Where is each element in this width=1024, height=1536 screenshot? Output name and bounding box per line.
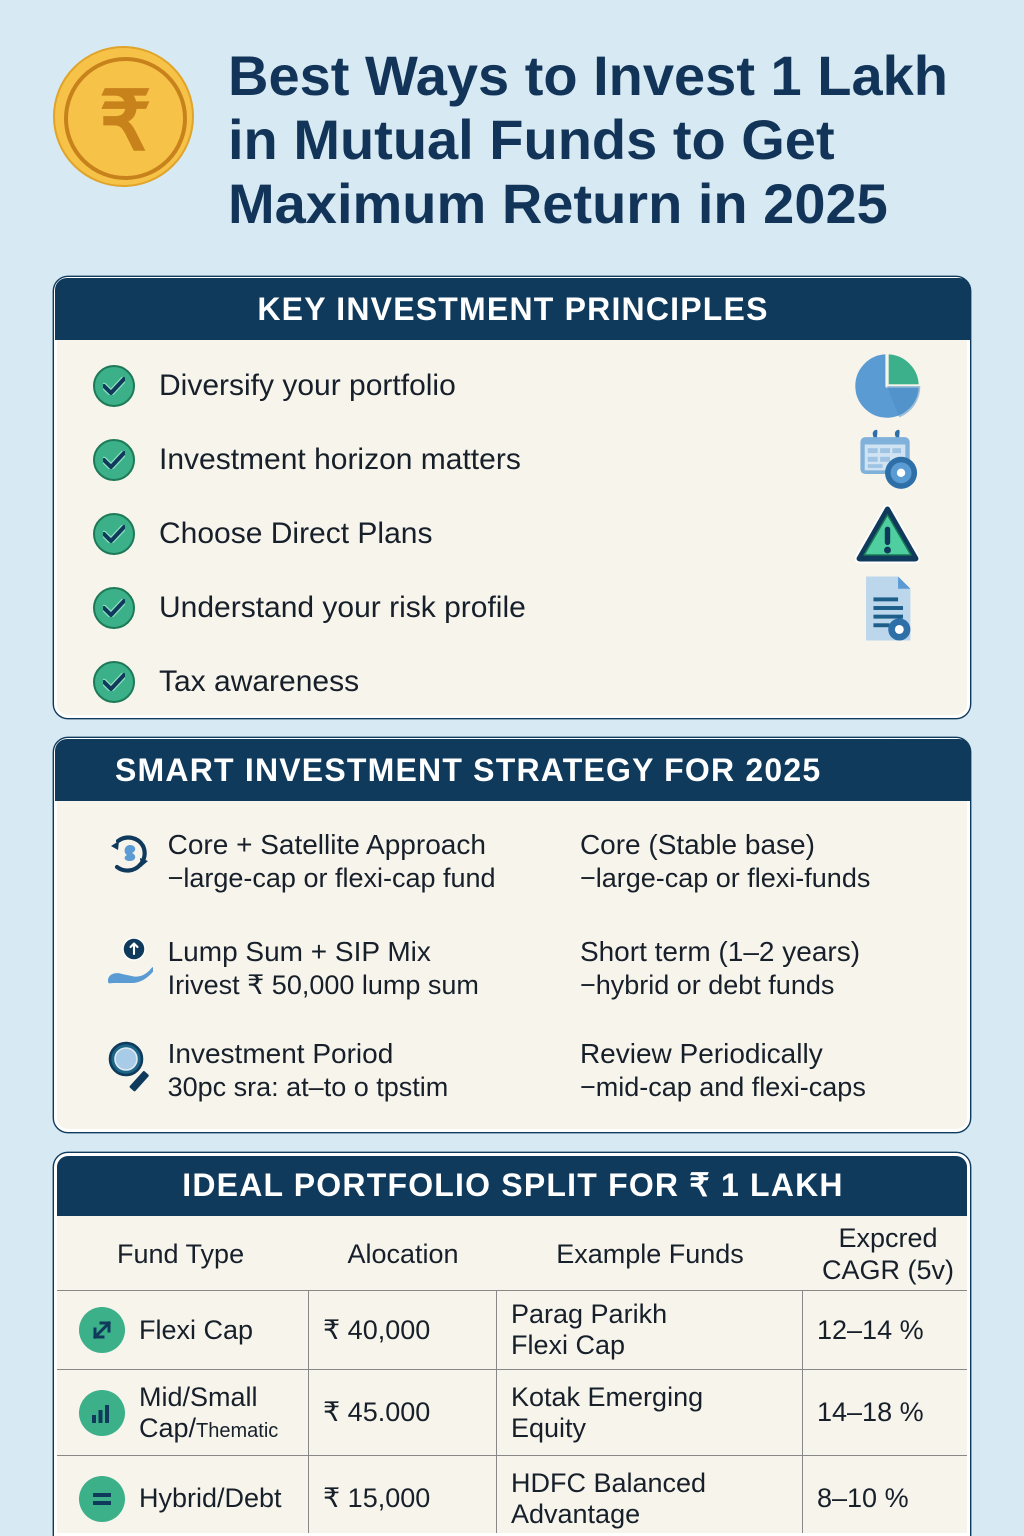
- svg-text:₹: ₹: [99, 75, 152, 168]
